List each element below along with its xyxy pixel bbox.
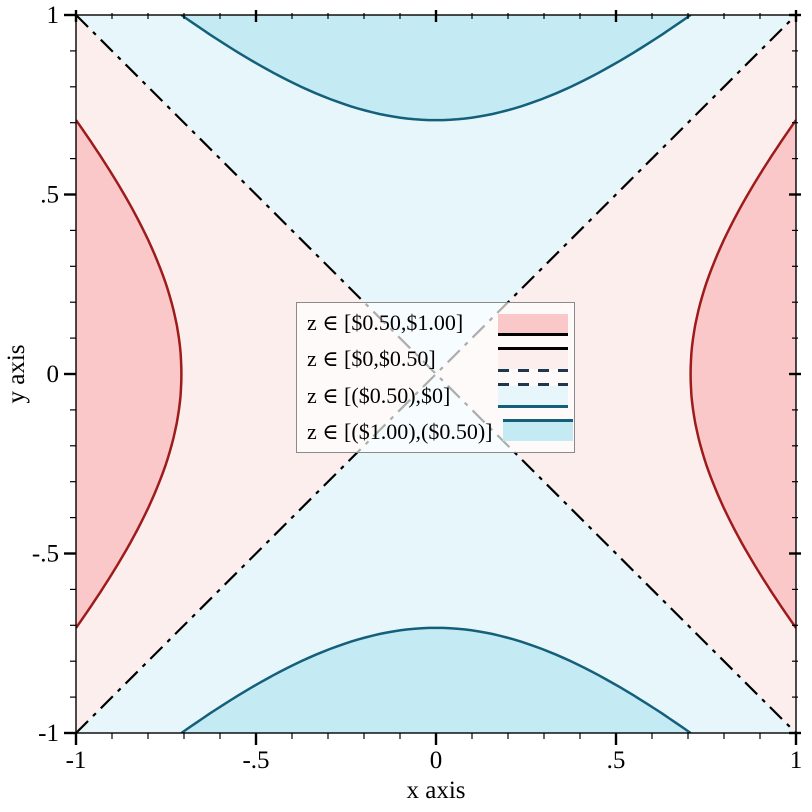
axis-labels: -1 -.5 0 .5 1 -1 -.5 0 .5 1 x axis y axis bbox=[3, 2, 802, 804]
y-tick-label: -.5 bbox=[32, 541, 59, 568]
legend-swatch-top-line bbox=[502, 419, 573, 423]
y-tick-label: 1 bbox=[47, 2, 60, 29]
legend-swatch-fill bbox=[498, 386, 568, 406]
x-tick-label: 0 bbox=[430, 747, 443, 774]
legend-entry-label: z ∈ [$0,$0.50] bbox=[307, 346, 436, 372]
legend-row: z ∈ [($1.00),($0.50)] bbox=[307, 414, 573, 450]
y-axis-title: y axis bbox=[3, 344, 30, 403]
x-tick-label: -1 bbox=[66, 747, 87, 774]
legend-entry-label: z ∈ [$0.50,$1.00] bbox=[307, 310, 464, 336]
legend-swatch-bottom-line bbox=[498, 332, 568, 336]
y-tick-label: .5 bbox=[40, 182, 59, 209]
legend-swatch-fill bbox=[498, 349, 568, 369]
legend-swatch-fill bbox=[498, 313, 568, 333]
contour-lines bbox=[76, 15, 796, 733]
legend-swatch bbox=[498, 383, 568, 409]
legend-row: z ∈ [($0.50),$0] bbox=[307, 378, 568, 414]
x-tick-label: .5 bbox=[607, 747, 626, 774]
legend-swatch-bottom-line bbox=[498, 368, 568, 372]
legend-swatch-top-line bbox=[498, 346, 568, 350]
legend-swatch bbox=[498, 311, 568, 336]
legend-row: z ∈ [$0.50,$1.00] bbox=[307, 305, 568, 341]
x-tick-label: -.5 bbox=[242, 747, 269, 774]
legend-swatch bbox=[498, 346, 568, 372]
y-tick-label: -1 bbox=[38, 720, 59, 747]
legend: z ∈ [$0.50,$1.00] z ∈ [$0,$0.50] z ∈ [($… bbox=[296, 302, 575, 453]
legend-entry-label: z ∈ [($0.50),$0] bbox=[307, 382, 451, 408]
legend-swatch-fill bbox=[502, 422, 573, 442]
legend-entry-label: z ∈ [($1.00),($0.50)] bbox=[307, 418, 493, 444]
y-tick-label: 0 bbox=[47, 361, 60, 388]
x-tick-label: 1 bbox=[790, 747, 803, 774]
axis-ticks bbox=[64, 10, 801, 745]
legend-row: z ∈ [$0,$0.50] bbox=[307, 341, 568, 377]
legend-swatch bbox=[502, 419, 573, 444]
legend-swatch-top-line bbox=[498, 383, 568, 387]
legend-swatch-bottom-line bbox=[498, 405, 568, 409]
x-axis-title: x axis bbox=[406, 777, 465, 804]
